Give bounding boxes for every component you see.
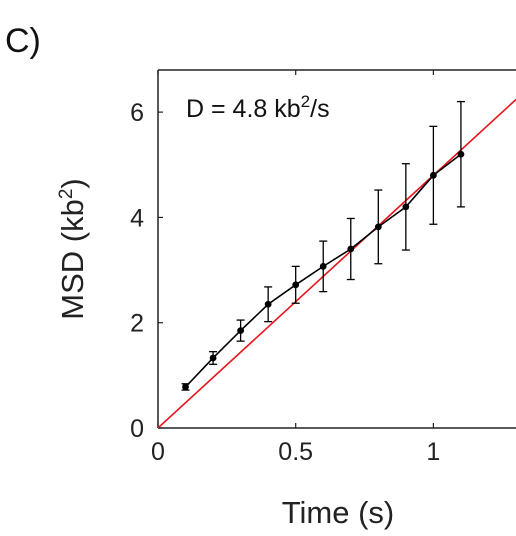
data-point [292, 281, 300, 289]
data-point [182, 383, 189, 391]
axes [157, 69, 516, 429]
y-axis-label: MSD (kb2) [55, 178, 90, 319]
panel-label: C) [5, 22, 41, 60]
y-tick-label: 0 [130, 415, 144, 443]
data-point [319, 262, 327, 270]
data-point [374, 223, 382, 231]
y-axis-label-superscript: 2 [56, 189, 77, 200]
x-tick-label: 0 [151, 438, 165, 466]
data-point [347, 245, 355, 253]
y-tick-label: 6 [130, 99, 144, 127]
annotation-end: /s [310, 95, 329, 123]
data-point [209, 354, 217, 362]
y-tick-label: 2 [130, 310, 144, 338]
data-point [429, 171, 437, 179]
data-point [264, 300, 272, 308]
data-series [181, 100, 465, 391]
y-axis-label-end: ) [55, 178, 90, 188]
data-point [457, 150, 465, 158]
data-point [402, 203, 410, 211]
x-tick-label: 0.5 [278, 438, 313, 466]
y-tick-label: 4 [130, 204, 144, 232]
annotation-main: D = 4.8 kb [186, 95, 301, 123]
x-tick-label: 1 [426, 438, 440, 466]
x-axis-label: Time (s) [282, 495, 395, 530]
annotation-superscript: 2 [301, 92, 310, 111]
y-axis-label-main: MSD (kb [55, 199, 90, 320]
tick-labels: 0 0.5 1 0 2 4 6 [130, 99, 440, 466]
fit-line-group [158, 98, 516, 428]
diffusion-coefficient-annotation: D = 4.8 kb2/s [186, 92, 330, 123]
data-point [237, 327, 245, 335]
fit-line [158, 98, 516, 428]
